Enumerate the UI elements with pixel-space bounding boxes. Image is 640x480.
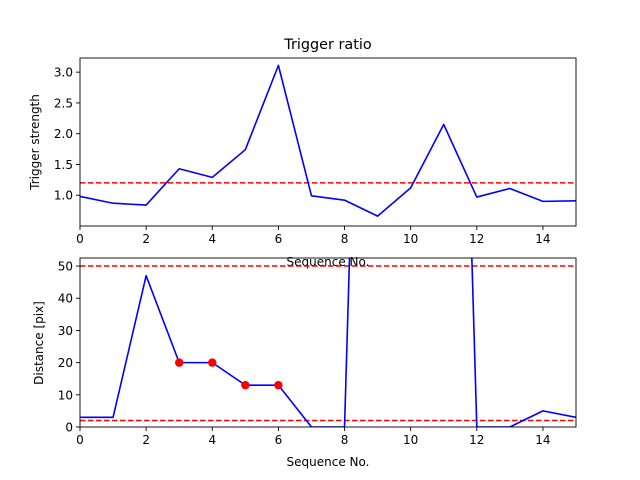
axes-frame bbox=[79, 57, 577, 227]
data-point-marker bbox=[241, 380, 250, 390]
series-line bbox=[80, 64, 576, 217]
x-tick-label: 14 bbox=[535, 433, 550, 447]
y-tick-label: 50 bbox=[58, 260, 73, 274]
plot-content bbox=[80, 64, 576, 217]
plot-content bbox=[80, 258, 576, 427]
x-tick-label: 12 bbox=[469, 232, 484, 246]
x-tick-label: 0 bbox=[76, 433, 84, 447]
x-tick-label: 10 bbox=[403, 433, 418, 447]
y-tick-label: 1.0 bbox=[54, 189, 73, 203]
x-tick-label: 10 bbox=[403, 232, 418, 246]
x-tick-label: 14 bbox=[535, 232, 550, 246]
y-tick-label: 2.5 bbox=[54, 96, 73, 110]
y-tick-label: 3.0 bbox=[54, 66, 73, 80]
x-tick-label: 4 bbox=[208, 232, 216, 246]
x-tick-label: 8 bbox=[341, 232, 349, 246]
y-tick-label: 0 bbox=[65, 421, 73, 435]
x-axis-label: Sequence No. bbox=[287, 455, 370, 469]
x-tick-label: 0 bbox=[76, 232, 84, 246]
axes-frame bbox=[79, 257, 577, 428]
y-tick-label: 10 bbox=[58, 388, 73, 402]
y-tick-label: 20 bbox=[58, 356, 73, 370]
x-axis-label: Sequence No. bbox=[287, 255, 370, 269]
plot-area-top: 0 2 4 6 8 10 12 14 1.0 1.5 2.0 2.5 3.0 bbox=[54, 57, 577, 246]
x-tick-label: 4 bbox=[208, 433, 216, 447]
x-tick-label: 2 bbox=[142, 232, 150, 246]
x-tick-label: 8 bbox=[341, 433, 349, 447]
y-tick-label: 2.0 bbox=[54, 127, 73, 141]
x-tick-label: 2 bbox=[142, 433, 150, 447]
x-tick-label: 6 bbox=[275, 433, 283, 447]
x-tick-label: 6 bbox=[275, 232, 283, 246]
x-tick-label: 12 bbox=[469, 433, 484, 447]
y-tick-label: 1.5 bbox=[54, 158, 73, 172]
y-axis-label: Distance [pix] bbox=[32, 301, 46, 385]
data-point-marker bbox=[274, 380, 283, 390]
y-axis-label: Trigger strength bbox=[28, 94, 42, 191]
data-point-marker bbox=[208, 358, 217, 367]
y-tick-label: 40 bbox=[58, 292, 73, 306]
plot-area-bottom: 0 2 4 6 8 10 12 14 0 10 20 30 40 50 bbox=[58, 257, 577, 447]
data-point-marker bbox=[175, 358, 184, 367]
chart-title: Trigger ratio bbox=[283, 37, 372, 53]
y-tick-label: 30 bbox=[58, 324, 73, 338]
chart-distance: Distance [pix] Sequence No. 0 2 4 6 8 10 12 140… bbox=[32, 257, 577, 469]
chart-trigger-ratio: Trigger ratio Trigger strength Sequence … bbox=[28, 37, 577, 269]
series-line bbox=[80, 258, 576, 427]
